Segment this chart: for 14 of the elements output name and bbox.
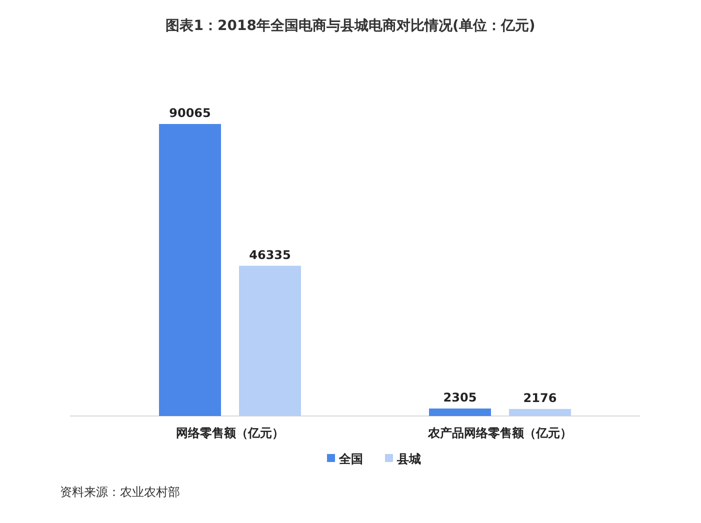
x-tick-label: 农产品网络零售额（亿元） xyxy=(427,426,572,440)
data-label: 2305 xyxy=(443,390,477,405)
bar xyxy=(509,408,571,416)
text: 资料来源：农业农村部 xyxy=(60,485,180,499)
bar xyxy=(429,408,491,416)
data-label: 2176 xyxy=(523,390,557,405)
data-label: 90065 xyxy=(169,106,211,120)
legend-label: 县城 xyxy=(396,452,421,466)
data-label: 46335 xyxy=(249,248,291,262)
x-tick-label: 网络零售额（亿元） xyxy=(176,426,284,440)
bar xyxy=(159,124,221,416)
bar xyxy=(239,266,301,416)
legend-label: 全国 xyxy=(338,452,363,466)
chart-title: 图表1：2018年全国电商与县城电商对比情况(单位：亿元) xyxy=(166,17,536,34)
